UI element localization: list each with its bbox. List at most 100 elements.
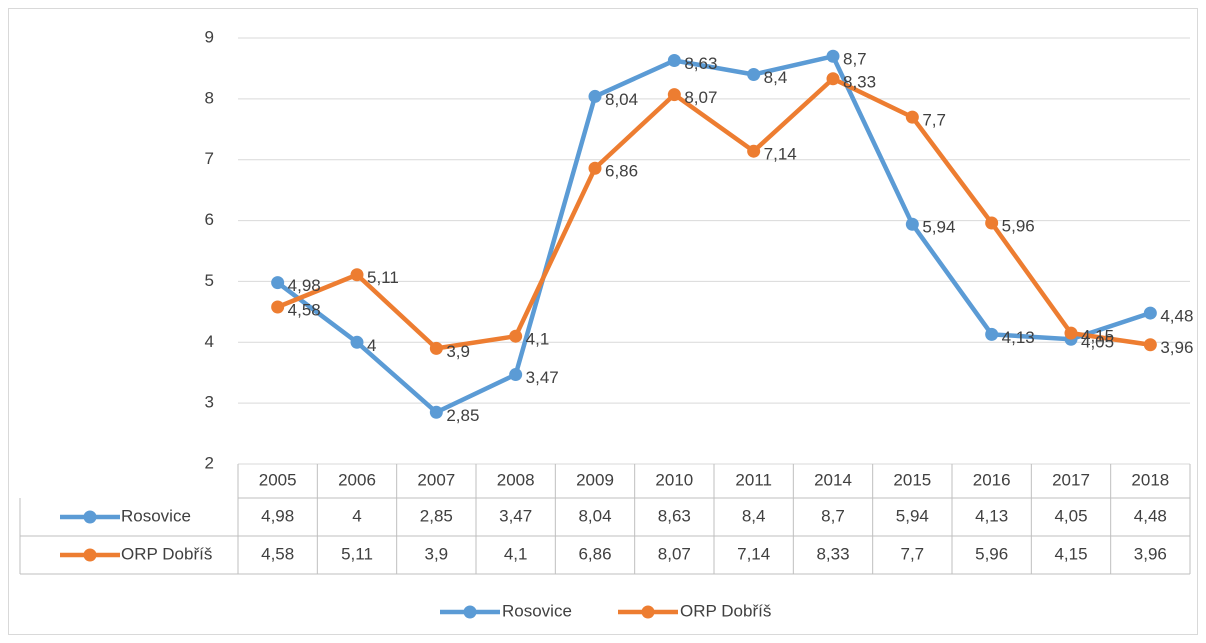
data-label: 6,86: [605, 162, 638, 181]
table-cell: 8,4: [742, 506, 766, 525]
data-point: [509, 329, 523, 343]
data-label: 4,15: [1081, 327, 1114, 346]
data-label: 8,63: [684, 54, 717, 73]
data-point: [667, 88, 681, 102]
data-point: [350, 268, 364, 282]
table-cell: 5,96: [975, 544, 1008, 563]
data-point: [1143, 306, 1157, 320]
data-label: 2,85: [446, 406, 479, 425]
y-tick-label: 2: [205, 453, 214, 472]
data-point: [1064, 326, 1078, 340]
data-label: 8,33: [843, 72, 876, 91]
data-point: [1143, 338, 1157, 352]
data-label: 4,1: [526, 330, 550, 349]
data-point: [429, 405, 443, 419]
data-label: 5,11: [367, 268, 399, 287]
data-label: 4,05: [1081, 333, 1114, 352]
table-cell: 2,85: [420, 506, 453, 525]
data-label: 8,04: [605, 90, 638, 109]
data-label: 8,4: [764, 68, 788, 87]
data-point: [985, 216, 999, 230]
y-tick-label: 9: [205, 27, 214, 46]
table-cell: 3,96: [1134, 544, 1167, 563]
data-point: [747, 68, 761, 82]
table-cell: 5,11: [341, 544, 373, 563]
data-point: [826, 49, 840, 63]
data-label: 7,7: [922, 111, 946, 130]
data-label: 4: [367, 336, 376, 355]
data-label: 4,58: [288, 300, 321, 319]
table-cell: 8,33: [816, 544, 849, 563]
y-tick-label: 4: [205, 332, 214, 351]
x-tick-label: 2009: [576, 470, 614, 489]
data-point: [509, 368, 523, 382]
table-cell: 5,94: [896, 506, 929, 525]
data-point: [271, 300, 285, 314]
data-label: 3,9: [446, 342, 470, 361]
table-cell: 8,07: [658, 544, 691, 563]
data-point: [588, 161, 602, 175]
x-tick-label: 2015: [893, 470, 931, 489]
x-tick-label: 2007: [417, 470, 455, 489]
x-tick-label: 2005: [259, 470, 297, 489]
table-legend-key: [83, 548, 97, 562]
data-label: 4,13: [1002, 328, 1035, 347]
y-tick-label: 8: [205, 88, 214, 107]
table-row-label: ORP Dobříš: [121, 544, 212, 563]
table-cell: 6,86: [578, 544, 611, 563]
x-tick-label: 2018: [1131, 470, 1169, 489]
x-tick-label: 2008: [497, 470, 535, 489]
data-label: 5,96: [1002, 216, 1035, 235]
legend-label: ORP Dobříš: [680, 601, 771, 620]
data-point: [271, 276, 285, 290]
table-cell: 4,1: [504, 544, 528, 563]
legend-key: [641, 605, 655, 619]
series-line: [276, 76, 1151, 351]
x-tick-label: 2016: [973, 470, 1011, 489]
legend-key: [463, 605, 477, 619]
data-label: 5,94: [922, 218, 955, 237]
x-tick-label: 2017: [1052, 470, 1090, 489]
x-tick-label: 2006: [338, 470, 376, 489]
table-cell: 3,47: [499, 506, 532, 525]
table-cell: 8,04: [578, 506, 611, 525]
table-cell: 4,15: [1054, 544, 1087, 563]
data-point: [429, 341, 443, 355]
table-cell: 4,13: [975, 506, 1008, 525]
x-tick-label: 2011: [735, 470, 772, 489]
legend-label: Rosovice: [502, 601, 572, 620]
table-cell: 4,05: [1054, 506, 1087, 525]
chart-frame: [8, 8, 1198, 635]
data-label: 4,48: [1160, 307, 1193, 326]
x-tick-label: 2014: [814, 470, 852, 489]
data-label: 3,47: [526, 368, 559, 387]
table-row-label: Rosovice: [121, 506, 191, 525]
table-cell: 8,63: [658, 506, 691, 525]
data-point: [747, 144, 761, 158]
table-cell: 7,14: [737, 544, 770, 563]
table-legend-key: [83, 510, 97, 524]
data-label: 8,07: [684, 88, 717, 107]
x-tick-label: 2010: [655, 470, 693, 489]
table-cell: 4: [352, 506, 361, 525]
data-label: 8,7: [843, 50, 867, 69]
data-point: [826, 72, 840, 86]
table-cell: 7,7: [901, 544, 925, 563]
y-tick-label: 5: [205, 271, 214, 290]
data-point: [667, 54, 681, 68]
data-point: [985, 327, 999, 341]
y-tick-label: 6: [205, 210, 214, 229]
y-tick-label: 3: [205, 393, 214, 412]
table-cell: 3,9: [425, 544, 449, 563]
series-line: [276, 54, 1152, 415]
data-point: [350, 335, 364, 349]
data-point: [588, 89, 602, 103]
data-label: 3,96: [1160, 338, 1193, 357]
table-cell: 4,58: [261, 544, 294, 563]
data-point: [905, 217, 919, 231]
table-cell: 8,7: [821, 506, 845, 525]
table-cell: 4,98: [261, 506, 294, 525]
data-label: 7,14: [764, 145, 797, 164]
data-label: 4,98: [288, 276, 321, 295]
